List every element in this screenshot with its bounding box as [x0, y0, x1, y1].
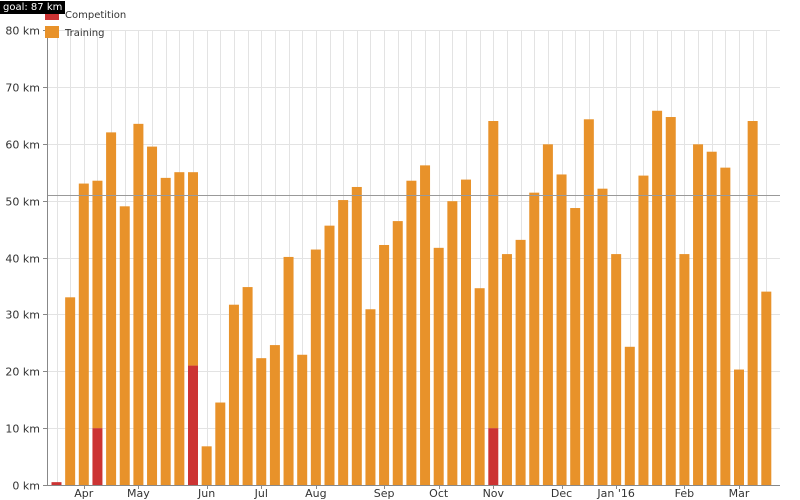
bar-competition-week-11[interactable] [188, 365, 198, 485]
bar-training-week-24[interactable] [365, 309, 376, 485]
bar-training-week-18[interactable] [283, 256, 294, 485]
bar-training-week-50[interactable] [720, 167, 731, 485]
x-tick-label: Feb [675, 487, 694, 500]
bar-training-week-41[interactable] [597, 188, 608, 485]
bar-training-week-48[interactable] [693, 144, 704, 485]
x-tick-label: Nov [483, 487, 505, 500]
bar-training-week-42[interactable] [611, 254, 622, 485]
bar-training-week-6[interactable] [119, 206, 130, 485]
x-tick-label: Sep [374, 487, 395, 500]
bar-training-week-39[interactable] [570, 208, 581, 486]
bar-training-week-31[interactable] [461, 179, 471, 486]
bar-training-week-32[interactable] [474, 288, 485, 485]
x-tick-label: Oct [429, 487, 449, 500]
x-tick-label: May [127, 487, 150, 500]
bar-competition-week-33[interactable] [488, 428, 499, 485]
y-tick-label: 60 km [5, 139, 40, 152]
bar-competition-week-4[interactable] [92, 428, 103, 485]
y-tick-label: 30 km [5, 309, 40, 322]
bar-training-week-36[interactable] [529, 192, 540, 485]
legend-swatch-training [45, 26, 59, 38]
bar-training-week-45[interactable] [652, 110, 663, 485]
bar-training-week-10[interactable] [174, 172, 185, 485]
bar-training-week-53[interactable] [761, 291, 772, 485]
bar-training-week-47[interactable] [679, 254, 690, 485]
bar-training-week-29[interactable] [433, 247, 444, 485]
bar-training-week-17[interactable] [269, 345, 280, 485]
y-tick-label: 40 km [5, 253, 40, 266]
bar-training-week-5[interactable] [106, 132, 117, 485]
bar-training-week-16[interactable] [256, 358, 267, 485]
bar-training-week-19[interactable] [297, 354, 308, 485]
legend-label-training: Training [64, 28, 104, 39]
x-tick-label: Jan '16 [596, 487, 634, 500]
bar-training-week-49[interactable] [706, 151, 717, 485]
bar-training-week-22[interactable] [338, 200, 349, 485]
bar-training-week-8[interactable] [147, 146, 158, 485]
bar-training-week-4[interactable] [92, 180, 103, 429]
bar-training-week-44[interactable] [638, 175, 649, 485]
bar-training-week-51[interactable] [734, 369, 744, 485]
bar-training-week-14[interactable] [228, 304, 239, 485]
bar-training-week-30[interactable] [447, 201, 458, 485]
x-tick-label: Jul [254, 487, 268, 500]
y-tick-label: 50 km [5, 196, 40, 209]
y-tick-label: 20 km [5, 366, 40, 379]
bar-training-week-46[interactable] [665, 117, 676, 486]
bar-training-week-34[interactable] [501, 254, 512, 485]
x-tick-label: Apr [74, 487, 94, 500]
bars [51, 110, 772, 486]
bar-training-week-43[interactable] [624, 346, 635, 485]
bar-training-week-28[interactable] [420, 165, 431, 486]
bar-training-week-9[interactable] [160, 177, 171, 485]
bar-training-week-13[interactable] [215, 402, 226, 485]
bar-training-week-27[interactable] [406, 180, 417, 485]
bar-training-week-12[interactable] [201, 446, 212, 485]
axes: 0 km 10 km 20 km 30 km 40 km 50 km 60 km 70 km 8… [5, 25, 780, 500]
goal-badge: goal: 87 km [0, 1, 66, 14]
y-tick-label: 0 km [12, 480, 40, 493]
bar-training-week-2[interactable] [65, 297, 76, 485]
x-tick-label: Dec [551, 487, 572, 500]
bar-training-week-26[interactable] [392, 221, 403, 485]
y-tick-label: 10 km [5, 423, 40, 436]
bar-training-week-38[interactable] [556, 174, 567, 485]
x-tick-label: Aug [305, 487, 326, 500]
x-tick-label: Jun [197, 487, 215, 500]
bar-training-week-40[interactable] [583, 119, 594, 485]
bar-training-week-15[interactable] [242, 287, 253, 485]
x-tick-label: Mar [729, 487, 750, 500]
y-tick-label: 80 km [5, 25, 40, 38]
bar-training-week-21[interactable] [324, 225, 335, 485]
bar-training-week-20[interactable] [310, 249, 321, 485]
bar-training-week-7[interactable] [133, 123, 144, 485]
bar-training-week-52[interactable] [747, 121, 758, 485]
bar-training-week-37[interactable] [542, 144, 553, 485]
bar-training-week-3[interactable] [78, 183, 89, 485]
bar-training-week-23[interactable] [351, 186, 362, 485]
y-tick-label: 70 km [5, 82, 40, 95]
bar-training-week-35[interactable] [515, 239, 526, 485]
bar-training-week-11[interactable] [188, 172, 198, 366]
bar-training-week-25[interactable] [379, 244, 390, 485]
bar-competition-week-1[interactable] [51, 482, 62, 485]
bar-training-week-33[interactable] [488, 121, 499, 429]
legend-label-competition: Competition [65, 10, 126, 21]
